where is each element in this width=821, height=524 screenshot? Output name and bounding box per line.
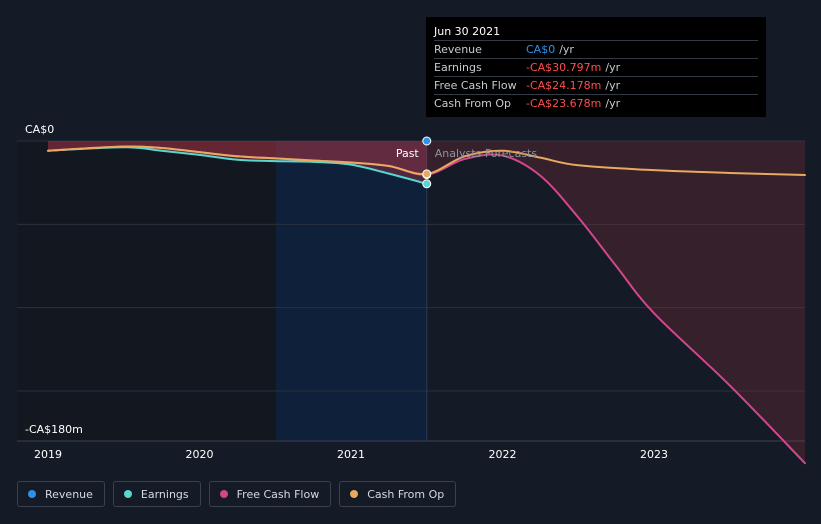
x-tick-label: 2019: [34, 448, 62, 461]
tooltip-unit: /yr: [559, 43, 574, 56]
tooltip-label: Revenue: [434, 43, 482, 56]
tooltip-unit: /yr: [605, 61, 621, 74]
legend-label: Cash From Op: [367, 487, 445, 501]
legend-dot: [350, 490, 359, 498]
forecast-label: Analysts Forecasts: [435, 147, 538, 160]
legend-item-free-cash-flow[interactable]: Free Cash Flow: [208, 481, 332, 507]
tooltip-label: Cash From Op: [434, 97, 512, 110]
tooltip-value: -CA$23.678m: [526, 97, 602, 110]
legend-item-earnings[interactable]: Earnings: [112, 481, 201, 507]
x-tick-label: 2020: [186, 448, 214, 461]
grid-lines: [17, 140, 805, 442]
series-lines: [47, 145, 806, 465]
legend-label: Earnings: [140, 487, 189, 501]
free-cash-flow-area: [48, 141, 805, 464]
revenue-marker: [422, 136, 432, 146]
y-tick-label-top: CA$0: [25, 123, 54, 136]
x-tick-label: 2023: [640, 448, 668, 461]
axis-labels: CA$0 -CA$180m 2019 2020 2021 2022 2023 Past Anal…: [25, 123, 668, 461]
earnings-line: [47, 146, 428, 185]
tooltip-row-free-cash-flow: Free Cash Flow -CA$24.178m /yr: [434, 76, 758, 94]
tooltip-row-cash-from-op: Cash From Op -CA$23.678m /yr: [434, 94, 758, 112]
highlight-region: [276, 141, 427, 441]
x-tick-label: 2021: [337, 448, 365, 461]
cash-from-op-marker: [422, 169, 432, 179]
y-tick-label-bottom: -CA$180m: [25, 423, 83, 436]
area-fills: [48, 141, 805, 464]
legend-label: Revenue: [45, 487, 93, 501]
tooltip-row-earnings: Earnings -CA$30.797m /yr: [434, 58, 758, 76]
past-label: Past: [396, 147, 420, 160]
legend-dot: [219, 490, 228, 498]
legend-item-revenue[interactable]: Revenue: [17, 481, 105, 507]
earnings-marker: [422, 179, 432, 189]
markers: [422, 136, 432, 189]
tooltip-value: -CA$24.178m: [526, 79, 602, 92]
x-tick-label: 2022: [489, 448, 517, 461]
cash-from-op-line: [47, 145, 806, 177]
chart-background: [17, 141, 427, 441]
tooltip-row-revenue: Revenue CA$0 /yr: [434, 40, 758, 58]
tooltip: Jun 30 2021 Revenue CA$0 /yr Earnings -C…: [426, 17, 766, 117]
earnings-area: [48, 141, 427, 184]
tooltip-date: Jun 30 2021: [434, 25, 501, 38]
tooltip-value: -CA$30.797m: [526, 61, 602, 74]
tooltip-label: Free Cash Flow: [434, 79, 517, 92]
tooltip-unit: /yr: [605, 97, 621, 110]
legend-dot: [123, 490, 132, 498]
legend-item-cash-from-op[interactable]: Cash From Op: [339, 481, 457, 507]
legend: Revenue Earnings Free Cash Flow Cash Fro…: [17, 481, 457, 507]
legend-label: Free Cash Flow: [236, 487, 320, 501]
legend-dot: [28, 490, 36, 498]
tooltip-unit: /yr: [605, 79, 621, 92]
tooltip-value: CA$0: [526, 43, 556, 56]
tooltip-label: Earnings: [434, 61, 482, 74]
